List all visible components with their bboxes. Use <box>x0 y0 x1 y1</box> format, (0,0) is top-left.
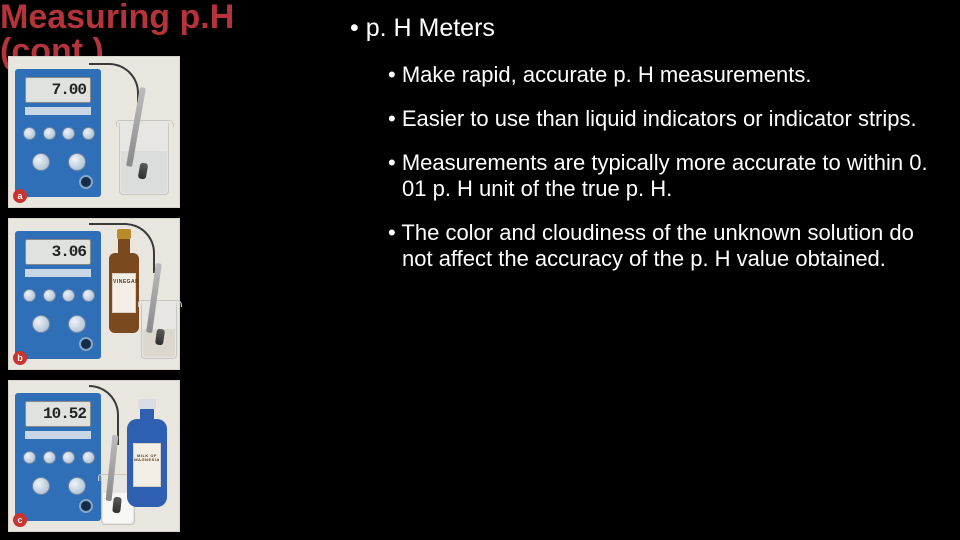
probe-tip <box>112 497 122 514</box>
bottle-cap <box>138 399 156 409</box>
panel-a: 7.00 a <box>8 56 180 208</box>
probe-wire <box>89 63 139 103</box>
bullet-item: • Measurements are typically more accura… <box>388 150 948 202</box>
knob-row <box>23 127 95 140</box>
badge-letter: b <box>17 353 23 363</box>
magnesia-bottle: MILK OF MAGNESIA <box>127 399 167 507</box>
knob-icon <box>32 153 50 171</box>
knob-icon <box>23 451 36 464</box>
panel-b: 3.06 VINEGAR <box>8 218 180 370</box>
knob-icon <box>68 153 86 171</box>
knob-icon <box>23 289 36 302</box>
knob-icon <box>62 289 75 302</box>
model-strip <box>25 107 91 115</box>
bottle-cap <box>117 229 131 239</box>
probe-port-icon <box>79 175 93 189</box>
bottle-label-text: MILK OF MAGNESIA <box>134 453 160 462</box>
lcd-readout: 3.06 <box>25 239 91 265</box>
knob-icon <box>32 315 50 333</box>
main-heading: • p. H Meters <box>350 14 495 43</box>
bottle-label-text: VINEGAR <box>113 279 139 285</box>
bullet-item: • Make rapid, accurate p. H measurements… <box>388 62 948 88</box>
bottle-neck <box>118 239 130 253</box>
knob-row <box>23 477 95 495</box>
model-strip <box>25 269 91 277</box>
lcd-readout: 10.52 <box>25 401 91 427</box>
lcd-readout: 7.00 <box>25 77 91 103</box>
knob-row <box>23 153 95 171</box>
badge-letter: c <box>17 515 22 525</box>
knob-icon <box>82 289 95 302</box>
bullet-list: • Make rapid, accurate p. H measurements… <box>388 62 948 290</box>
panel-badge: c <box>13 513 27 527</box>
probe-port-icon <box>79 337 93 351</box>
badge-letter: a <box>17 191 22 201</box>
knob-icon <box>23 127 36 140</box>
bottle-neck <box>140 409 154 419</box>
knob-icon <box>68 477 86 495</box>
bullet-item: • Easier to use than liquid indicators o… <box>388 106 948 132</box>
knob-icon <box>32 477 50 495</box>
knob-icon <box>43 127 56 140</box>
slide: Measuring p.H (cont.) • p. H Meters • Ma… <box>0 0 960 540</box>
bullet-item: • The color and cloudiness of the unknow… <box>388 220 948 272</box>
vinegar-bottle: VINEGAR <box>109 229 139 333</box>
title-line1: Measuring p.H <box>0 0 234 36</box>
knob-icon <box>43 289 56 302</box>
knob-row <box>23 289 95 302</box>
knob-icon <box>43 451 56 464</box>
panel-c: 10.52 <box>8 380 180 532</box>
knob-row <box>23 315 95 333</box>
bottle-label: MILK OF MAGNESIA <box>133 443 161 487</box>
knob-icon <box>62 451 75 464</box>
knob-icon <box>82 451 95 464</box>
knob-icon <box>82 127 95 140</box>
panel-badge: b <box>13 351 27 365</box>
probe-port-icon <box>79 499 93 513</box>
bottle-label: VINEGAR <box>112 273 136 313</box>
model-strip <box>25 431 91 439</box>
knob-icon <box>62 127 75 140</box>
knob-row <box>23 451 95 464</box>
panel-badge: a <box>13 189 27 203</box>
knob-icon <box>68 315 86 333</box>
image-column: 7.00 a <box>8 56 180 540</box>
